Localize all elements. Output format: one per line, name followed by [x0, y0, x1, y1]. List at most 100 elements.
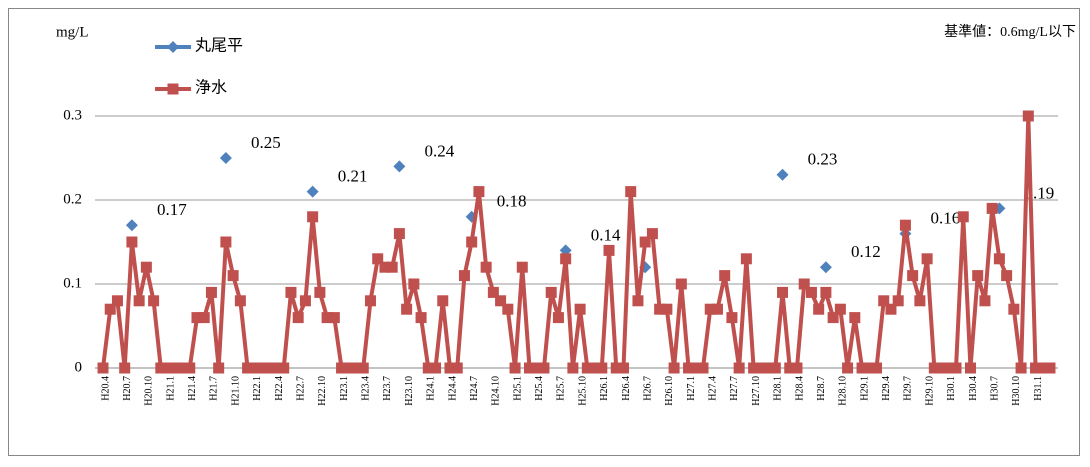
- point: [871, 362, 883, 374]
- point: [1008, 303, 1020, 315]
- point: [111, 295, 123, 307]
- point: [856, 362, 868, 374]
- point: [444, 362, 456, 374]
- x-tick-label: H23.10: [404, 376, 415, 406]
- point: [957, 211, 969, 223]
- point: [820, 286, 832, 298]
- point: [155, 362, 167, 374]
- point: [480, 261, 492, 273]
- data-label: 0.23: [808, 150, 838, 169]
- point: [314, 286, 326, 298]
- point: [1015, 362, 1027, 374]
- y-tick-label: 0.2: [63, 191, 82, 207]
- legend-marker: [167, 83, 179, 95]
- x-tick-label: H29.10: [924, 376, 935, 406]
- point: [321, 312, 333, 324]
- point: [899, 219, 911, 231]
- data-label: 0.17: [157, 200, 187, 219]
- point: [574, 303, 586, 315]
- point: [704, 303, 716, 315]
- x-tick-label: H26.10: [664, 376, 675, 406]
- x-tick-label: H25.1: [512, 376, 523, 401]
- point: [219, 152, 232, 164]
- point: [740, 253, 752, 265]
- x-tick-label: H23.7: [382, 376, 393, 401]
- x-tick-label: H29.4: [881, 376, 892, 401]
- point: [328, 312, 340, 324]
- x-tick-label: H25.4: [534, 376, 545, 401]
- point: [625, 186, 637, 198]
- point: [690, 362, 702, 374]
- point: [646, 228, 658, 240]
- point: [104, 303, 116, 315]
- x-tick-label: H24.1: [426, 376, 437, 401]
- x-tick-label: H21.4: [187, 376, 198, 401]
- x-tick-label: H28.7: [816, 376, 827, 401]
- x-tick-label: H20.4: [100, 376, 111, 401]
- point: [502, 303, 514, 315]
- point: [408, 278, 420, 290]
- point: [437, 295, 449, 307]
- point: [986, 202, 998, 214]
- point: [1030, 362, 1042, 374]
- point: [834, 303, 846, 315]
- point: [169, 362, 181, 374]
- y-tick-label: 0: [75, 359, 83, 375]
- point: [292, 312, 304, 324]
- data-label: 0.18: [497, 192, 527, 211]
- x-tick-label: H27.7: [729, 376, 740, 401]
- x-tick-label: H22.4: [274, 376, 285, 401]
- point: [827, 312, 839, 324]
- point: [928, 362, 940, 374]
- x-tick-label: H24.10: [491, 376, 502, 406]
- point: [278, 362, 290, 374]
- point: [560, 253, 572, 265]
- point: [842, 362, 854, 374]
- point: [125, 219, 138, 232]
- x-tick-label: H20.10: [144, 376, 155, 406]
- point: [430, 362, 442, 374]
- point: [964, 362, 976, 374]
- point: [242, 362, 254, 374]
- point: [632, 295, 644, 307]
- point: [220, 236, 232, 248]
- data-label: 0.16: [931, 209, 961, 228]
- point: [885, 303, 897, 315]
- point: [466, 236, 478, 248]
- point: [819, 261, 832, 274]
- point: [285, 286, 297, 298]
- point: [639, 236, 651, 248]
- point: [798, 278, 810, 290]
- point: [914, 295, 926, 307]
- x-tick-label: H26.4: [621, 376, 632, 401]
- point: [603, 244, 615, 256]
- point: [567, 362, 579, 374]
- data-label: 0.25: [251, 133, 281, 152]
- x-tick-label: H29.1: [859, 376, 870, 401]
- point: [545, 286, 557, 298]
- x-tick-label: H24.4: [447, 376, 458, 401]
- x-tick-label: H30.1: [946, 376, 957, 401]
- point: [140, 261, 152, 273]
- point: [386, 261, 398, 273]
- point: [451, 362, 463, 374]
- point: [675, 278, 687, 290]
- point: [733, 362, 745, 374]
- point: [777, 286, 789, 298]
- point: [863, 362, 875, 374]
- data-label: 0.21: [338, 167, 368, 186]
- x-tick-label: H21.10: [230, 376, 241, 406]
- point: [726, 312, 738, 324]
- point: [379, 261, 391, 273]
- point: [849, 312, 861, 324]
- legend-label: 浄水: [195, 79, 227, 97]
- chart-border: [8, 8, 1080, 456]
- x-tick-label: H25.7: [556, 376, 567, 401]
- point: [524, 362, 536, 374]
- point: [119, 362, 131, 374]
- x-tick-label: H23.4: [361, 376, 372, 401]
- x-tick-label: H25.10: [577, 376, 588, 406]
- point: [306, 185, 319, 198]
- point: [950, 362, 962, 374]
